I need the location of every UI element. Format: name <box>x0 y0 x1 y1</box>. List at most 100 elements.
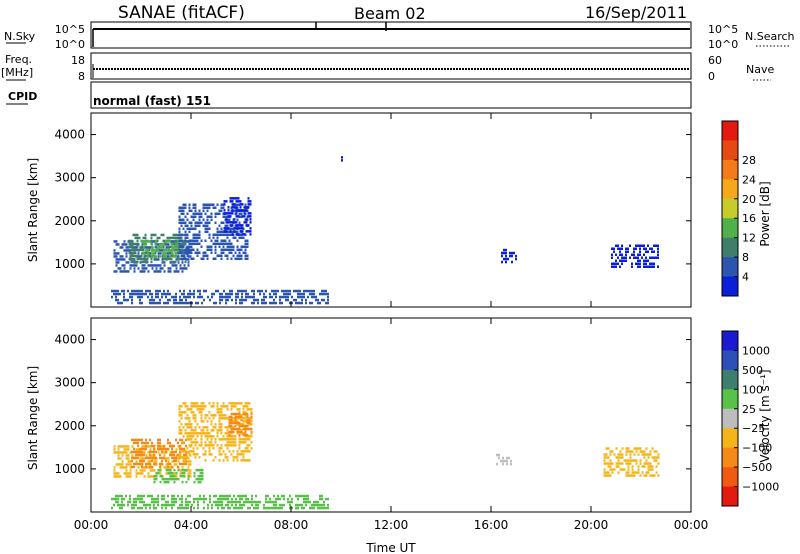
velocity-echo-cell <box>230 420 233 423</box>
velocity-echo-cell <box>236 417 239 420</box>
power-echo-cell <box>198 233 201 236</box>
velocity-echo-cell <box>273 503 275 507</box>
power-echo-cell <box>303 295 305 299</box>
power-echo-cell <box>202 203 205 206</box>
velocity-echo-cell <box>183 462 185 466</box>
velocity-echo-cell <box>295 494 297 498</box>
velocity-echo-cell <box>135 438 137 442</box>
velocity-echo-cell <box>171 450 173 454</box>
velocity-echo-cell <box>203 506 205 510</box>
power-echo-cell <box>226 224 229 227</box>
power-echo-cell <box>172 233 175 237</box>
power-echo-cell <box>186 254 189 257</box>
power-echo-cell <box>123 295 125 299</box>
velocity-echo-cell <box>219 494 221 498</box>
velocity-echo-cell <box>641 450 644 453</box>
power-echo-cell <box>189 301 191 305</box>
power-echo-cell <box>150 236 153 240</box>
velocity-echo-cell <box>643 465 646 468</box>
velocity-echo-cell <box>169 477 172 481</box>
velocity-echo-cell <box>145 438 147 442</box>
velocity-echo-cell <box>221 503 223 507</box>
power-echo-cell <box>235 233 238 236</box>
power-echo-cell <box>164 257 167 261</box>
velocity-echo-cell <box>207 503 209 507</box>
power-echo-cell <box>214 215 217 218</box>
power-echo-cell <box>113 270 116 273</box>
velocity-echo-cell <box>627 468 630 471</box>
power-echo-cell <box>167 249 169 252</box>
velocity-echo-cell <box>184 459 187 462</box>
velocity-echo-cell <box>182 402 185 405</box>
power-echo-cell <box>639 247 641 250</box>
power-echo-cell <box>121 255 124 258</box>
power-echo-cell <box>159 289 161 293</box>
velocity-echo-cell <box>244 414 247 417</box>
power-echo-cell <box>188 245 191 248</box>
velocity-echo-cell <box>149 450 151 454</box>
velocity-echo-cell <box>193 474 196 478</box>
power-echo-cell <box>175 295 177 299</box>
power-echo-cell <box>246 257 249 260</box>
power-echo-cell <box>180 242 183 246</box>
velocity-echo-cell <box>137 506 139 510</box>
velocity-echo-cell <box>240 453 243 456</box>
power-echo-cell <box>240 236 243 239</box>
power-echo-cell <box>136 257 139 261</box>
velocity-echo-cell <box>165 447 167 451</box>
velocity-echo-cell <box>173 494 175 498</box>
velocity-echo-cell <box>303 500 305 504</box>
power-echo-cell <box>238 236 241 239</box>
power-echo-cell <box>176 251 179 255</box>
velocity-echo-cell <box>639 462 642 465</box>
velocity-echo-cell <box>163 477 166 481</box>
power-echo-cell <box>151 267 154 270</box>
power-echo-cell <box>163 289 165 293</box>
power-colorbar-tick-label: 16 <box>742 212 756 225</box>
power-echo-cell <box>176 236 179 240</box>
velocity-echo-cell <box>230 427 233 431</box>
velocity-echo-cell <box>147 451 150 454</box>
velocity-echo-cell <box>155 450 157 454</box>
velocity-echo-cell <box>263 506 265 510</box>
velocity-echo-cell <box>500 459 502 463</box>
power-echo-cell <box>235 227 238 230</box>
velocity-echo-cell <box>135 450 137 454</box>
velocity-echo-cell <box>175 463 178 466</box>
velocity-echo-cell <box>188 438 191 441</box>
velocity-echo-cell <box>218 447 221 450</box>
velocity-colorbar-tick-label: −100 <box>742 442 772 455</box>
power-echo-cell <box>295 298 297 302</box>
power-echo-cell <box>239 298 241 302</box>
velocity-echo-cell <box>169 462 171 466</box>
power-echo-cell <box>179 264 182 267</box>
velocity-echo-cell <box>149 506 151 510</box>
power-echo-cell <box>232 254 235 257</box>
power-colorbar-label: Power [dB] <box>758 181 772 246</box>
power-echo-cell <box>287 298 289 302</box>
velocity-echo-cell <box>179 450 181 454</box>
velocity-echo-cell <box>157 444 159 448</box>
velocity-echo-cell <box>224 453 227 456</box>
velocity-echo-cell <box>236 429 239 432</box>
velocity-echo-cell <box>121 451 124 454</box>
power-echo-cell <box>227 292 229 296</box>
velocity-echo-cell <box>165 466 168 469</box>
velocity-echo-cell <box>127 454 130 457</box>
velocity-echo-cell <box>307 494 309 498</box>
velocity-echo-cell <box>213 500 215 504</box>
power-echo-cell <box>169 255 171 258</box>
power-echo-cell <box>182 206 185 209</box>
power-echo-cell <box>157 292 159 296</box>
power-echo-cell <box>245 230 248 233</box>
velocity-echo-cell <box>179 438 181 442</box>
power-echo-cell <box>173 249 175 252</box>
power-echo-cell <box>128 257 131 261</box>
velocity-echo-cell <box>232 459 235 462</box>
power-echo-cell <box>241 230 244 233</box>
power-echo-cell <box>657 256 659 259</box>
velocity-echo-cell <box>281 503 283 507</box>
freq-right-tick-bottom: 0 <box>708 70 715 83</box>
power-echo-cell <box>645 247 647 250</box>
velocity-echo-cell <box>242 405 245 408</box>
